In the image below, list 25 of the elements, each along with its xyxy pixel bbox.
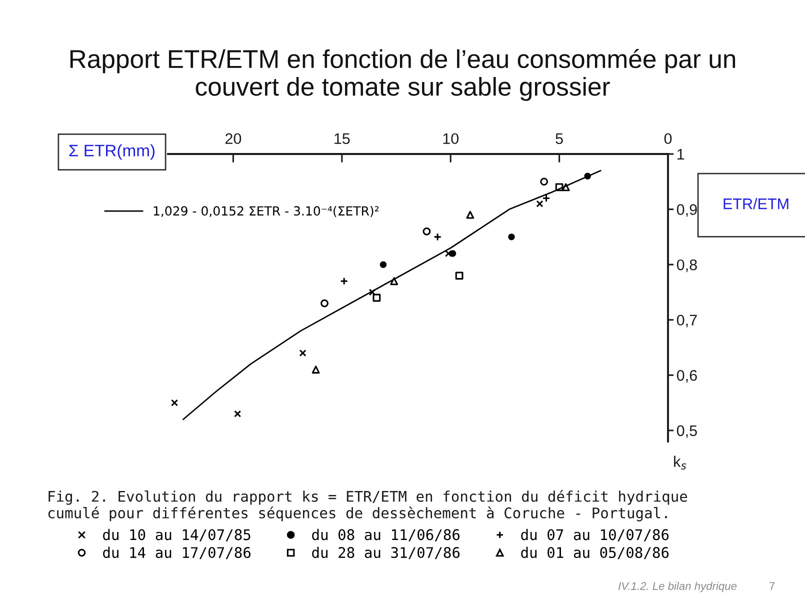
y-tick-label: 0,9 bbox=[676, 204, 697, 217]
legend-label: du 28 au 31/07/86 bbox=[312, 546, 460, 560]
x-tick-label: 15 bbox=[334, 133, 350, 144]
chart-title: Rapport ETR/ETM en fonction de l’eau consommée par un couvert de tomate sur sable grossier bbox=[70, 49, 736, 101]
y-tick-label: 1 bbox=[678, 149, 684, 160]
x-tick-label: 0 bbox=[664, 133, 672, 144]
y-tick-label: 0,6 bbox=[676, 370, 697, 383]
y-tick-label: 0,8 bbox=[676, 259, 697, 272]
legend-label: du 14 au 17/07/86 bbox=[103, 546, 250, 560]
legend-label: 1,029 - 0,0152 ΣETR - 3.10⁻⁴(ΣETR)² bbox=[154, 206, 379, 218]
text: k$_{s}$ bbox=[674, 456, 686, 470]
x-tick-label: 5 bbox=[556, 133, 563, 144]
legend-label: du 07 au 10/07/86 bbox=[521, 528, 669, 542]
y-axis-title: ETR/ETM bbox=[724, 198, 788, 210]
legend-label: du 08 au 11/06/86 bbox=[312, 528, 460, 542]
x-tick-label: 10 bbox=[443, 133, 459, 144]
y-tick-label: 0,5 bbox=[676, 425, 697, 438]
caption: Fig. 2. Evolution du rapport ks = ETR/ETM en fonction du déficit hydrique cumulé pour différentes séquences de dessèchement à Coruche - Portugal. bbox=[48, 490, 688, 522]
legend-label: du 10 au 14/07/85 bbox=[103, 528, 250, 542]
y-tick-label: 0,7 bbox=[676, 314, 697, 328]
text: IV.1.2. Le bilan hydrique bbox=[618, 582, 737, 592]
text: 7 bbox=[769, 582, 775, 590]
x-axis-title: Σ ETR(mm) bbox=[69, 144, 155, 160]
legend-label: du 01 au 05/08/86 bbox=[521, 546, 669, 560]
x-tick-label: 20 bbox=[225, 133, 242, 144]
